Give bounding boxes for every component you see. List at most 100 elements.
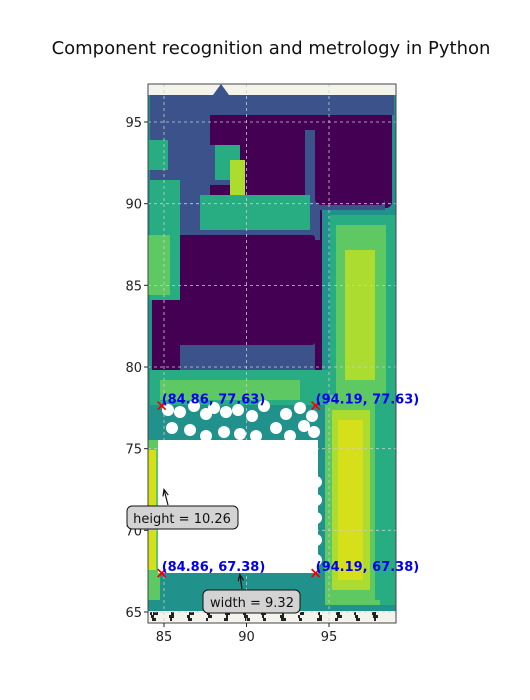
annotation-arrow (163, 489, 169, 506)
contour-noise-mark (262, 615, 264, 618)
contour-top-notch (213, 84, 229, 95)
contour-noise-mark (280, 615, 284, 618)
contour-noise-mark (244, 615, 248, 618)
x-tick-label: 85 (156, 630, 173, 645)
contour-noise-mark (373, 615, 378, 618)
corner-markers: (84.86, 77.63) (94.19, 77.63) (84.86, 67.3… (157, 393, 420, 578)
corner-marker (311, 568, 321, 578)
corner-marker (157, 568, 167, 578)
contour-noise-mark (281, 618, 286, 621)
component-edge-dot (306, 410, 318, 422)
contour-noise-mark (355, 615, 358, 618)
corner-label: (94.19, 77.63) (316, 393, 420, 408)
component-edge-dot (294, 402, 306, 414)
component-edge-dot (310, 554, 322, 566)
y-tick-label: 85 (125, 279, 142, 294)
component-edge-dot (270, 422, 282, 434)
contour-region (375, 400, 396, 600)
contour-region (200, 195, 310, 230)
contour-dark-rectangle (170, 235, 315, 345)
component-edge-dot (284, 430, 296, 442)
contour-noise-mark (152, 618, 156, 621)
component-edge-dot (218, 426, 230, 438)
contour-noise-mark (188, 618, 192, 621)
contour-noise-mark (356, 618, 360, 621)
component-edge-dot (166, 422, 178, 434)
contour-noise-mark (337, 615, 342, 618)
component-edge-dot (184, 424, 196, 436)
contour-noise-mark (189, 612, 194, 615)
contour-noise-mark (318, 612, 320, 615)
annotation-arrowhead (162, 488, 169, 497)
contour-noise-mark (245, 618, 250, 621)
contour-region (160, 380, 300, 400)
contour-noise-mark (300, 612, 304, 615)
annotation-arrowhead (237, 572, 245, 582)
contour-noise-mark (208, 615, 212, 618)
component-edge-dot (246, 410, 258, 422)
component-edge-dot (188, 400, 200, 412)
y-tick-label: 90 (125, 198, 142, 213)
corner-marker (157, 401, 167, 411)
corner-label: (84.86, 77.63) (162, 393, 266, 408)
contour-noise-mark (336, 612, 340, 615)
plot-frame (147, 83, 397, 624)
contour-noise-mark (299, 618, 302, 621)
component-edge-dot (280, 408, 292, 420)
contour-noise-mark (298, 615, 300, 618)
annotation-box (202, 589, 301, 614)
grid-layer (148, 84, 396, 623)
component-edge-dot (310, 534, 322, 546)
component-edge-dot (158, 482, 170, 494)
contour-noise-mark (150, 612, 152, 615)
dimension-annotations: height = 10.26 width = 9.32 (126, 488, 301, 614)
contour-noise-mark (317, 618, 322, 621)
contour-region (345, 250, 375, 380)
component-edge-dot (220, 406, 232, 418)
component-edge-dot (258, 400, 270, 412)
corner-marker (311, 401, 321, 411)
y-tick-label: 95 (125, 116, 142, 131)
corner-label: (84.86, 67.38) (162, 560, 266, 575)
contour-region (148, 235, 170, 295)
contour-noise-mark (226, 615, 228, 618)
y-tick-label: 75 (125, 443, 142, 458)
contour-noise-mark (319, 615, 322, 618)
y-tick-label: 65 (125, 606, 142, 621)
contour-noise-mark (335, 618, 338, 621)
component-edge-dot (234, 428, 246, 440)
component-edge-dot (158, 464, 170, 476)
component-edge-dot (298, 420, 310, 432)
contour-noise-mark (153, 612, 158, 615)
component-edge-dot (208, 402, 220, 414)
contour-noise-mark (374, 618, 376, 621)
contour-noise-mark (169, 615, 174, 618)
y-tick-label: 80 (125, 361, 142, 376)
component-edge-dot (310, 512, 322, 524)
component-edge-dot (250, 430, 262, 442)
contour-noise-mark (206, 618, 208, 621)
component-edge-dot (158, 446, 170, 458)
annotation-arrow (239, 574, 243, 590)
component-edge-dot (174, 406, 186, 418)
annotation-label: height = 10.26 (133, 512, 231, 527)
x-tick-label: 95 (321, 630, 338, 645)
x-tick-label: 90 (238, 630, 255, 645)
component-edge-dot (310, 494, 322, 506)
contour-noise-mark (187, 615, 190, 618)
plot-area (147, 83, 397, 624)
corner-label: (94.19, 67.38) (316, 560, 420, 575)
component-edge-dot (162, 404, 174, 416)
contour-region (315, 115, 385, 205)
annotation-box (126, 505, 239, 530)
component-edge-dot (232, 404, 244, 416)
contour-noise-mark (263, 618, 266, 621)
component-edge-dot (310, 476, 322, 488)
contour-region (338, 420, 363, 580)
contour-noise-mark (354, 612, 356, 615)
contour-noise-mark (372, 612, 376, 615)
contour-noise-mark (171, 612, 174, 615)
contour-noise-mark (170, 618, 172, 621)
